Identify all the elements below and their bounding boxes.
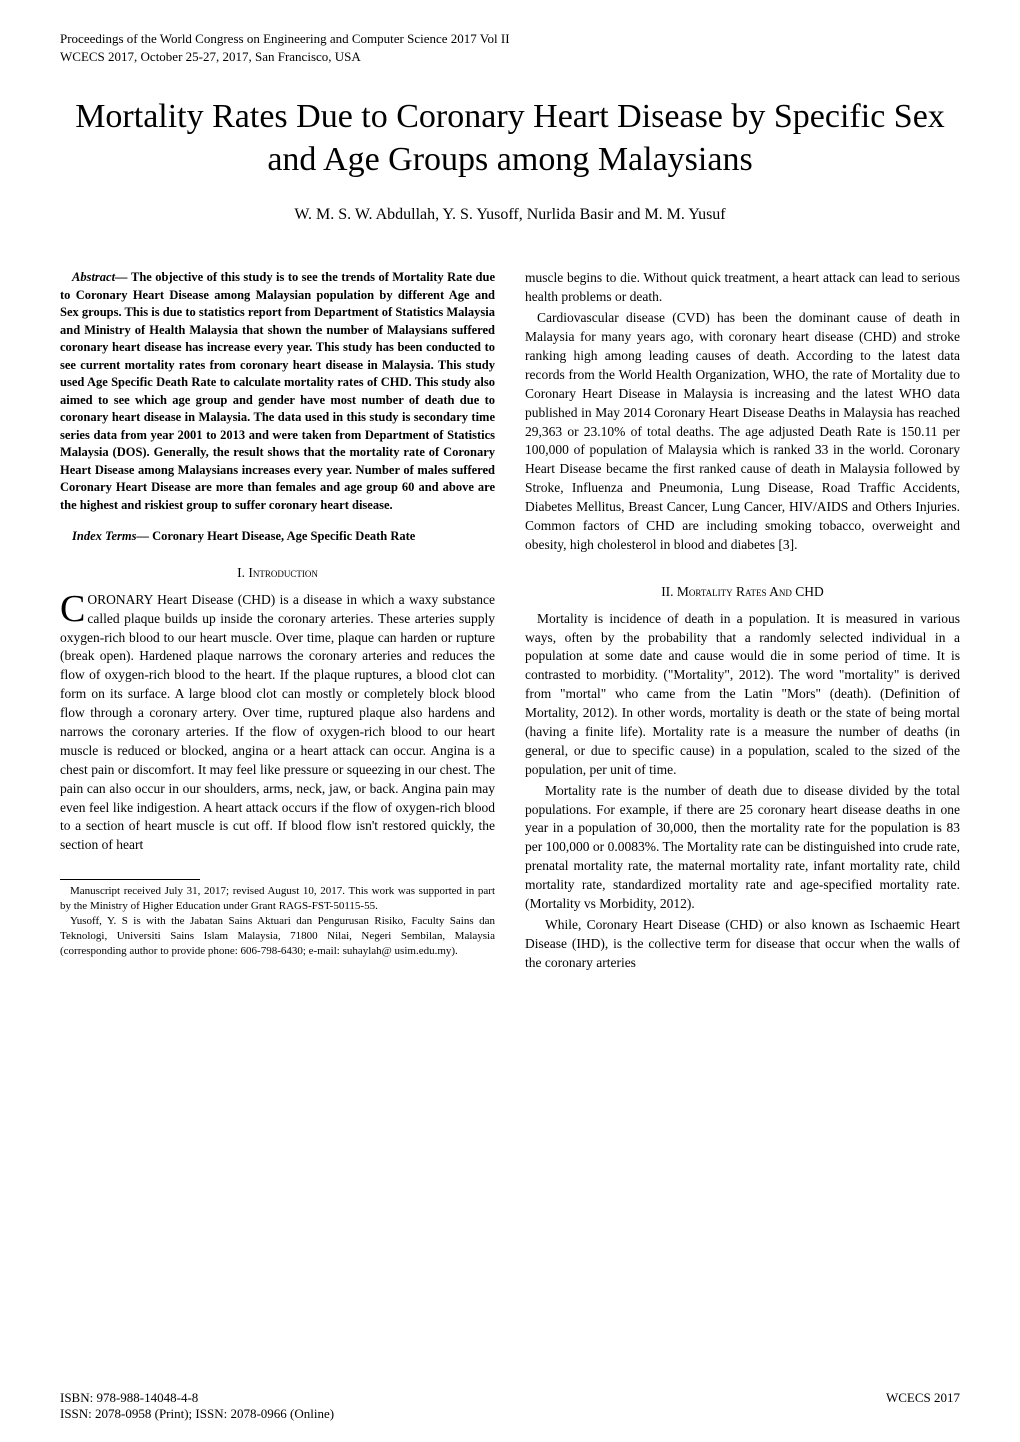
s2-paragraph-3: While, Coronary Heart Disease (CHD) or a…: [525, 916, 960, 973]
footnote-block: Manuscript received July 31, 2017; revis…: [60, 879, 495, 958]
isbn-line: ISBN: 978-988-14048-4-8: [60, 1390, 334, 1406]
section-1-heading: I. Introduction: [60, 564, 495, 583]
body-columns: Abstract— The objective of this study is…: [60, 269, 960, 972]
drop-cap: C: [60, 591, 87, 625]
section-2-heading: II. Mortality Rates And CHD: [525, 583, 960, 602]
index-terms-paragraph: Index Terms— Coronary Heart Disease, Age…: [60, 528, 495, 546]
index-terms-label: Index Terms—: [72, 529, 152, 543]
abstract-body: The objective of this study is to see th…: [60, 270, 495, 512]
footnote-1: Manuscript received July 31, 2017; revis…: [60, 884, 495, 914]
issn-line: ISSN: 2078-0958 (Print); ISSN: 2078-0966…: [60, 1406, 334, 1422]
s2-paragraph-1: Mortality is incidence of death in a pop…: [525, 610, 960, 780]
authors-line: W. M. S. W. Abdullah, Y. S. Yusoff, Nurl…: [60, 206, 960, 224]
intro-p1-text: ORONARY Heart Disease (CHD) is a disease…: [60, 592, 495, 853]
s2-paragraph-2: Mortality rate is the number of death du…: [525, 782, 960, 914]
intro-paragraph-1: CORONARY Heart Disease (CHD) is a diseas…: [60, 591, 495, 855]
intro-paragraph-2: muscle begins to die. Without quick trea…: [525, 269, 960, 307]
index-terms-body: Coronary Heart Disease, Age Specific Dea…: [152, 529, 415, 543]
footnote-rule: [60, 879, 200, 880]
footer-right: WCECS 2017: [886, 1390, 960, 1422]
abstract-paragraph: Abstract— The objective of this study is…: [60, 269, 495, 514]
footer-left: ISBN: 978-988-14048-4-8 ISSN: 2078-0958 …: [60, 1390, 334, 1422]
header-line-1: Proceedings of the World Congress on Eng…: [60, 30, 960, 48]
page-footer: ISBN: 978-988-14048-4-8 ISSN: 2078-0958 …: [60, 1390, 960, 1422]
abstract-label: Abstract—: [72, 270, 131, 284]
proceedings-header: Proceedings of the World Congress on Eng…: [60, 30, 960, 66]
header-line-2: WCECS 2017, October 25-27, 2017, San Fra…: [60, 48, 960, 66]
paper-title: Mortality Rates Due to Coronary Heart Di…: [60, 96, 960, 181]
footnote-2: Yusoff, Y. S is with the Jabatan Sains A…: [60, 914, 495, 959]
intro-paragraph-3: Cardiovascular disease (CVD) has been th…: [525, 309, 960, 555]
